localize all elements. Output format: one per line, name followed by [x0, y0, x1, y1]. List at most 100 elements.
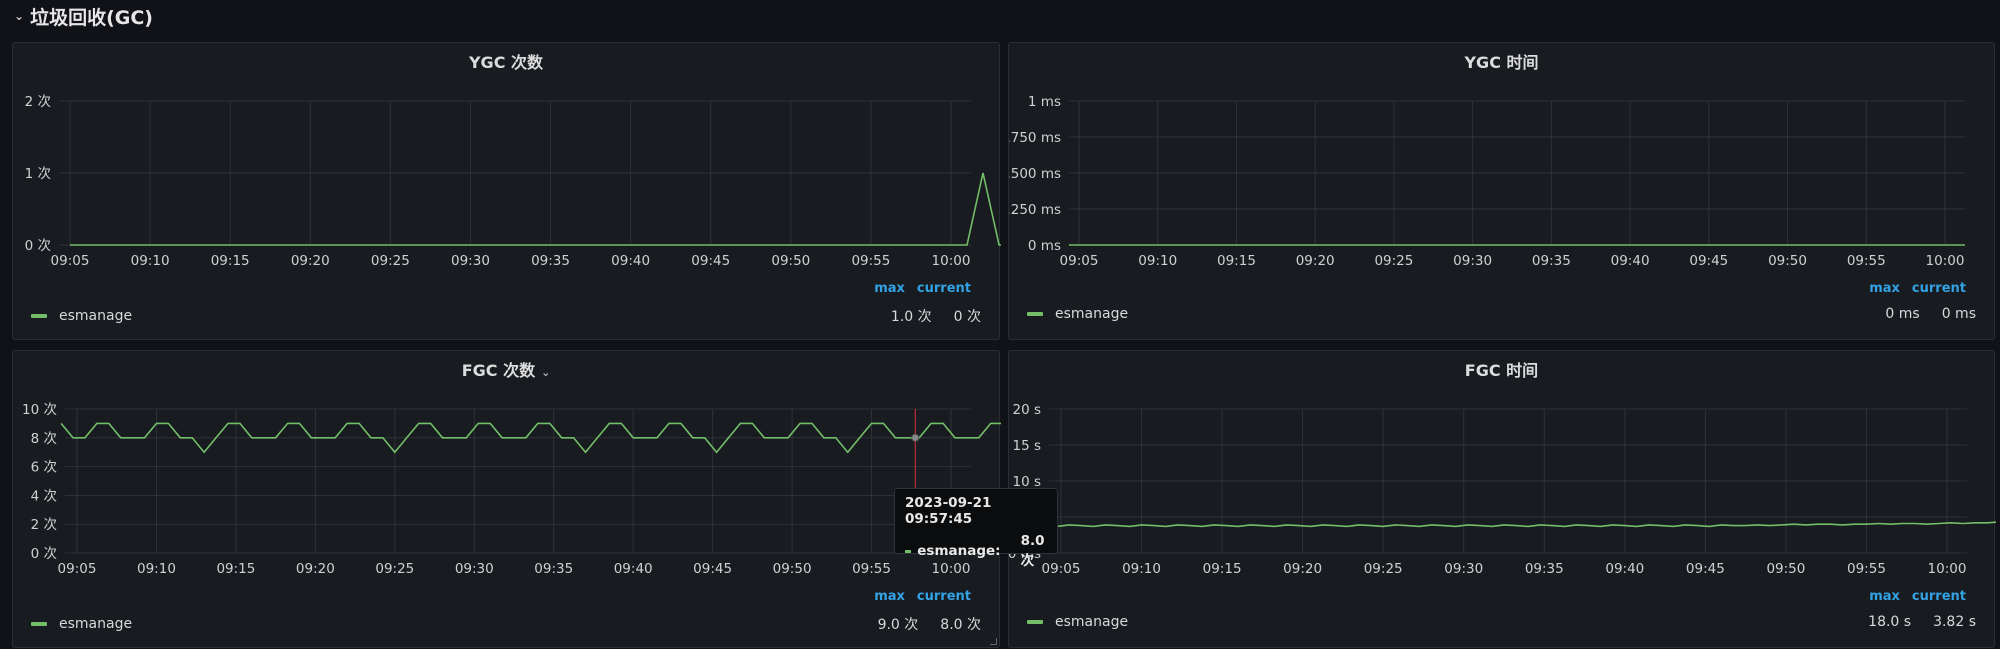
- y-tick-label: 0 次: [25, 238, 51, 254]
- x-tick-label: 10:00: [932, 561, 971, 577]
- y-tick-label: 10 次: [22, 402, 57, 418]
- x-tick-label: 09:20: [291, 253, 330, 269]
- hover-point: [911, 433, 920, 442]
- legend-row[interactable]: esmanage 9.0 次 8.0 次: [31, 614, 981, 634]
- x-tick-label: 09:20: [1296, 253, 1335, 269]
- x-tick-label: 09:30: [451, 253, 490, 269]
- legend-current: 0 ms: [1941, 306, 1976, 322]
- x-tick-label: 09:30: [455, 561, 494, 577]
- x-tick-label: 09:05: [51, 253, 90, 269]
- chevron-down-icon[interactable]: ⌄: [541, 366, 551, 379]
- series-line-esmanage: [70, 172, 1001, 246]
- x-tick-label: 09:10: [137, 561, 176, 577]
- legend-header: max current: [1869, 281, 1966, 296]
- series-swatch[interactable]: [31, 314, 47, 318]
- y-tick-label: 20 s: [1012, 402, 1041, 418]
- x-tick-label: 09:55: [851, 253, 890, 269]
- legend-col-max[interactable]: max: [874, 589, 905, 604]
- y-tick-label: 0.750 ms: [1009, 130, 1061, 146]
- y-tick-label: 4 次: [31, 488, 57, 504]
- series-swatch[interactable]: [1027, 312, 1043, 316]
- panel-ygc-time[interactable]: YGC 时间 1 ms0.750 ms0.500 ms0.250 ms0 ms0…: [1008, 42, 1995, 340]
- x-tick-label: 10:00: [1926, 253, 1965, 269]
- panel-fgc-time[interactable]: FGC 时间 20 s15 s10 s5 s0 ms09:0509:1009:1…: [1008, 350, 1996, 648]
- x-tick-label: 09:50: [773, 561, 812, 577]
- x-tick-label: 09:30: [1453, 253, 1492, 269]
- x-tick-label: 09:40: [614, 561, 653, 577]
- y-tick-label: 15 s: [1012, 438, 1041, 454]
- y-tick-label: 8 次: [31, 431, 57, 447]
- legend-row[interactable]: esmanage 18.0 s 3.82 s: [1027, 614, 1976, 630]
- legend-col-max[interactable]: max: [874, 281, 905, 296]
- y-tick-label: 0 次: [31, 546, 57, 562]
- chevron-down-icon[interactable]: ⌄: [14, 9, 25, 23]
- legend-current: 3.82 s: [1933, 614, 1976, 630]
- x-tick-label: 09:40: [611, 253, 650, 269]
- y-tick-label: 1 次: [25, 166, 51, 182]
- x-tick-label: 09:45: [1689, 253, 1728, 269]
- x-tick-label: 09:05: [58, 561, 97, 577]
- legend-col-current[interactable]: current: [916, 589, 971, 604]
- x-tick-label: 09:25: [1374, 253, 1413, 269]
- y-tick-label: 2 次: [31, 517, 57, 533]
- panel-fgc-count[interactable]: FGC 次数 ⌄ 10 次 8 次 6 次 4 次 2 次 0 次 09:05 09:10 09:…: [12, 350, 1001, 648]
- x-tick-label: 09:20: [296, 561, 335, 577]
- x-tick-label: 09:40: [1611, 253, 1650, 269]
- panel-title[interactable]: FGC 时间: [1464, 361, 1539, 380]
- legend-col-max[interactable]: max: [1869, 281, 1900, 296]
- x-tick-label: 10:00: [1928, 561, 1967, 577]
- chart-fgc-time: 20 s15 s10 s5 s0 ms09:0509:1009:1509:200…: [1009, 402, 1996, 577]
- legend-col-current[interactable]: current: [916, 281, 971, 296]
- x-tick-label: 09:25: [1364, 561, 1403, 577]
- hover-tooltip: 2023-09-21 09:57:45 esmanage: 8.0 次: [894, 488, 1058, 569]
- legend-max: 18.0 s: [1868, 614, 1912, 630]
- x-tick-label: 09:30: [1444, 561, 1483, 577]
- legend-max: 0 ms: [1885, 306, 1920, 322]
- legend-row[interactable]: esmanage 0 ms 0 ms: [1027, 306, 1976, 322]
- x-tick-label: 09:35: [1525, 561, 1564, 577]
- y-tick-label: 0.500 ms: [1009, 166, 1061, 182]
- x-tick-label: 09:35: [1532, 253, 1571, 269]
- series-name[interactable]: esmanage: [1055, 614, 1129, 630]
- x-tick-label: 09:50: [1768, 253, 1807, 269]
- legend-header: max current: [874, 281, 971, 296]
- x-tick-label: 09:50: [771, 253, 810, 269]
- resize-handle[interactable]: [990, 638, 997, 645]
- x-tick-label: 09:25: [375, 561, 414, 577]
- x-tick-label: 09:55: [1847, 561, 1886, 577]
- x-tick-label: 09:55: [852, 561, 891, 577]
- panel-title[interactable]: FGC 次数 ⌄: [461, 361, 551, 380]
- x-tick-label: 09:45: [693, 561, 732, 577]
- legend-col-current[interactable]: current: [1911, 589, 1966, 604]
- row-title: 垃圾回收(GC): [30, 6, 153, 29]
- y-tick-label: 2 次: [25, 94, 51, 110]
- tooltip-value: 8.0 次: [1020, 533, 1045, 569]
- x-tick-label: 09:35: [534, 561, 573, 577]
- series-name[interactable]: esmanage: [1055, 306, 1129, 322]
- legend-row[interactable]: esmanage 1.0 次 0 次: [31, 306, 981, 326]
- chart-ygc-count: 2 次 1 次 0 次09:05 09:10 09:15 09:20 09:25 09:30 0…: [25, 94, 1001, 269]
- x-tick-label: 09:10: [131, 253, 170, 269]
- panel-title[interactable]: YGC 次数: [468, 53, 544, 72]
- panel-title[interactable]: YGC 时间: [1464, 53, 1539, 72]
- y-tick-label: 1 ms: [1028, 94, 1061, 110]
- series-name[interactable]: esmanage: [59, 308, 133, 324]
- series-swatch[interactable]: [1027, 620, 1043, 624]
- x-tick-label: 09:05: [1060, 253, 1099, 269]
- series-swatch[interactable]: [31, 622, 47, 626]
- legend-header: max current: [1869, 589, 1966, 604]
- x-tick-label: 09:45: [691, 253, 730, 269]
- series-line-esmanage: [60, 422, 1001, 454]
- legend-col-current[interactable]: current: [1911, 281, 1966, 296]
- y-tick-label: 10 s: [1012, 474, 1041, 490]
- x-tick-label: 09:45: [1686, 561, 1725, 577]
- legend-max: 9.0 次: [877, 617, 919, 633]
- x-tick-label: 09:15: [211, 253, 250, 269]
- y-tick-label: 0 ms: [1028, 238, 1061, 254]
- legend-col-max[interactable]: max: [1869, 589, 1900, 604]
- row-header[interactable]: ⌄ 垃圾回收(GC): [14, 0, 153, 32]
- series-name[interactable]: esmanage: [59, 616, 133, 632]
- x-tick-label: 09:35: [531, 253, 570, 269]
